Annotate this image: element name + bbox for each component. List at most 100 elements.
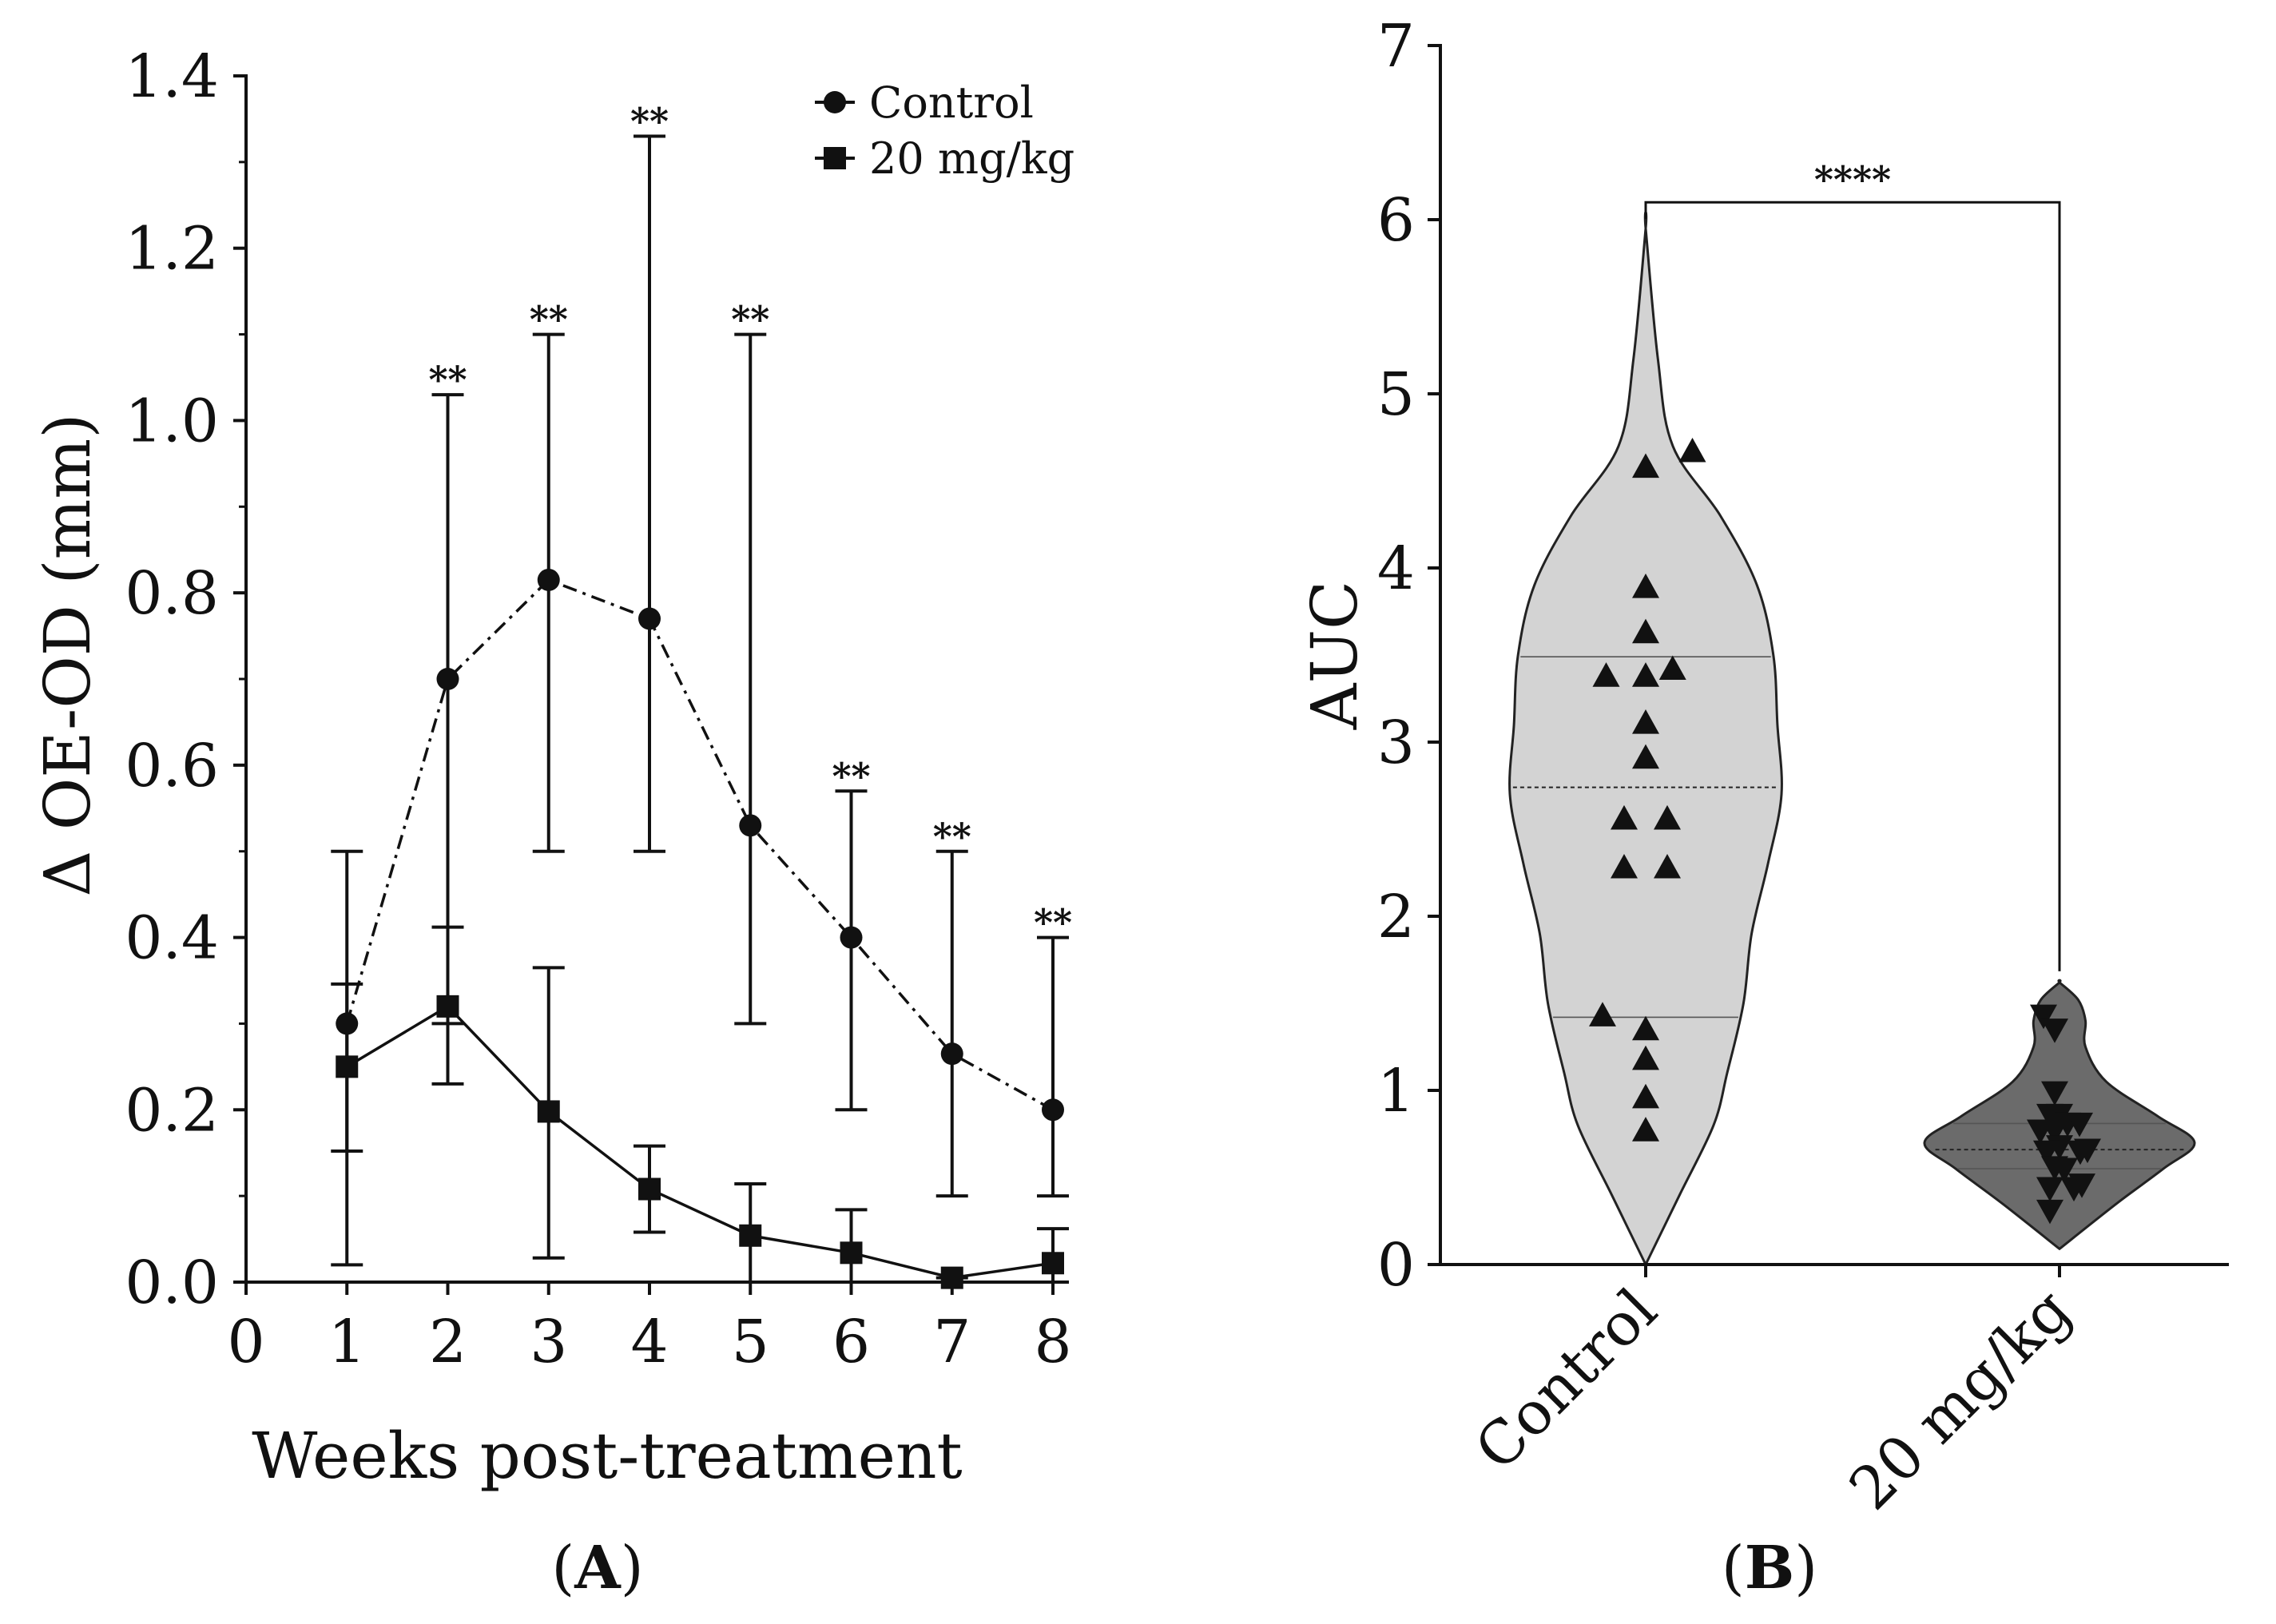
data-point-control: [1654, 853, 1681, 879]
x-tick-labels-b: Control 20 mg/kg: [1462, 1276, 2083, 1523]
legend-item-control: Control: [815, 77, 1034, 128]
significance-markers-a: ** ** ** ** ** ** **: [428, 100, 1072, 944]
data-point-20-mg-kg: [336, 1055, 359, 1078]
data-point-control: [1611, 853, 1638, 879]
x-axis-title-a: Weeks post-treatment: [252, 1419, 962, 1493]
y-tick-label-b: 7: [1377, 12, 1415, 81]
significance-marker-week-4: **: [630, 100, 669, 143]
data-point-20-mg-kg: [940, 1266, 963, 1289]
series-lines-a: [345, 578, 1054, 1280]
data-point-20-mg-kg: [840, 1241, 863, 1265]
y-tick-label-b: 1: [1377, 1057, 1415, 1126]
data-point-control: [436, 668, 459, 690]
significance-marker-week-6: **: [832, 755, 870, 798]
y-tick-label-a: 1.2: [125, 215, 219, 284]
data-point-control: [1632, 618, 1659, 644]
data-point-20-mg-kg: [2041, 1018, 2068, 1043]
y-axis-title-a: Δ OE-OD (mm): [30, 414, 105, 897]
y-tick-label-a: 0.4: [125, 904, 219, 973]
legend-marker-20mg: [824, 147, 846, 169]
data-point-20-mg-kg: [2033, 1140, 2060, 1165]
data-point-20-mg-kg: [2051, 1157, 2078, 1183]
y-tick-label-a: 1.0: [125, 387, 219, 455]
data-point-control: [1658, 655, 1686, 681]
x-tick-label-a: 5: [732, 1308, 769, 1376]
x-tick-label-a: 2: [429, 1308, 467, 1376]
legend-marker-control: [824, 91, 846, 113]
legend-label-20mg: 20 mg/kg: [869, 133, 1074, 184]
x-tick-label-a: 6: [832, 1308, 870, 1376]
significance-marker-week-8: **: [1034, 901, 1072, 944]
data-point-20-mg-kg: [2036, 1199, 2063, 1225]
data-point-control: [1632, 744, 1659, 769]
data-point-control: [638, 607, 661, 630]
panel-label-b: (B): [1722, 1534, 1817, 1602]
y-tick-label-b: 5: [1377, 360, 1415, 429]
data-point-control: [537, 568, 560, 591]
data-point-control: [1611, 804, 1638, 830]
x-tick-label-a: 7: [933, 1308, 971, 1376]
panel-label-a: (A): [551, 1534, 643, 1602]
data-point-control: [1632, 1045, 1659, 1070]
data-point-20-mg-kg: [436, 995, 459, 1018]
data-point-control: [739, 814, 762, 837]
legend-item-20mg: 20 mg/kg: [815, 133, 1074, 184]
data-point-control: [1589, 1002, 1616, 1026]
x-tick-label-a: 8: [1034, 1308, 1071, 1376]
error-bar-control: [734, 332, 767, 1026]
y-tick-label-b: 4: [1377, 534, 1415, 603]
significance-bracket-b: ****: [1644, 158, 2061, 971]
data-point-20-mg-kg: [2066, 1112, 2093, 1138]
data-point-20-mg-kg: [2041, 1119, 2068, 1145]
x-tick-label-a: 0: [227, 1308, 264, 1376]
error-bar-control: [835, 789, 868, 1112]
y-tick-label-a: 0.2: [125, 1076, 219, 1145]
data-point-control: [1592, 662, 1620, 687]
data-point-20-mg-kg: [2041, 1081, 2068, 1106]
error-bar-control: [935, 849, 968, 1198]
data-point-20-mg-kg: [638, 1177, 661, 1201]
series-line-20-mg-kg: [346, 1004, 1054, 1280]
axes-b: [1428, 44, 2229, 1277]
data-point-control: [1632, 662, 1659, 687]
data-point-control: [940, 1042, 963, 1066]
error-bar-control: [1037, 935, 1069, 1198]
significance-bracket-line: [1644, 201, 2061, 971]
y-axis-title-b: AUC: [1297, 581, 1372, 730]
data-point-control: [840, 926, 863, 949]
x-tick-label-a: 4: [630, 1308, 668, 1376]
data-point-control: [1632, 1117, 1659, 1142]
significance-marker-week-5: **: [731, 298, 769, 341]
y-tick-label-b: 0: [1377, 1231, 1415, 1300]
significance-stars-b: ****: [1814, 158, 1891, 201]
data-point-control: [1632, 709, 1659, 734]
error-bar-control: [634, 134, 665, 853]
violins-b: [1508, 210, 2196, 1268]
data-point-20-mg-kg: [2074, 1138, 2101, 1164]
data-point-20-mg-kg: [2030, 1004, 2057, 1030]
y-tick-labels-b: 0 1 2 3 4 5 6 7: [1377, 12, 1415, 1300]
y-tick-label-a: 0.0: [125, 1249, 219, 1317]
data-point-control: [1632, 573, 1659, 598]
y-tick-label-a: 0.6: [125, 732, 219, 800]
legend-a: Control 20 mg/kg: [815, 77, 1074, 184]
x-tick-label-a: 3: [530, 1308, 567, 1376]
data-point-control: [336, 1012, 359, 1035]
data-point-control: [1632, 453, 1659, 478]
violin-chart-panel-b: 0 1 2 3 4 5 6 7 Control 20 mg/kg **** AUC (B): [1297, 12, 2229, 1602]
significance-marker-week-7: **: [933, 815, 971, 858]
y-tick-label-b: 2: [1377, 883, 1415, 951]
data-point-control: [1042, 1098, 1064, 1122]
x-tick-label-control: Control: [1462, 1276, 1670, 1483]
error-bars-a: [331, 134, 1069, 1284]
data-point-control: [1654, 804, 1681, 830]
data-point-20-mg-kg: [2036, 1177, 2063, 1202]
data-point-control: [1678, 437, 1706, 463]
y-tick-label-b: 6: [1377, 186, 1415, 255]
data-point-20-mg-kg: [2068, 1173, 2095, 1198]
y-tick-label-b: 3: [1377, 709, 1415, 777]
data-point-control: [1632, 1083, 1659, 1109]
